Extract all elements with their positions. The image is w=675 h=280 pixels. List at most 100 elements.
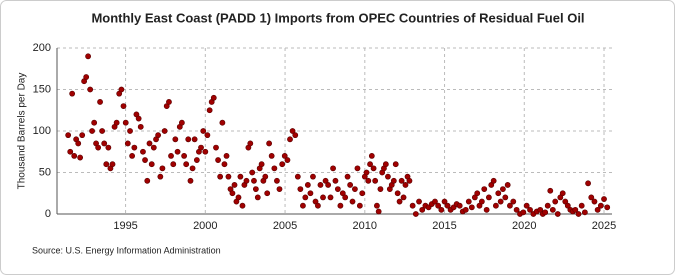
point bbox=[490, 177, 497, 184]
point bbox=[438, 206, 445, 213]
point bbox=[562, 198, 569, 205]
point bbox=[281, 152, 288, 159]
point bbox=[89, 128, 95, 134]
chart-title: Monthly East Coast (PADD 1) Imports from… bbox=[91, 10, 584, 25]
x-tick-label: 1995 bbox=[113, 220, 137, 232]
point bbox=[485, 194, 492, 201]
point bbox=[172, 136, 179, 143]
point bbox=[148, 161, 155, 168]
point bbox=[537, 206, 544, 213]
y-tick-label: 100 bbox=[33, 125, 51, 137]
point bbox=[402, 182, 409, 188]
point bbox=[215, 157, 221, 163]
point bbox=[382, 161, 389, 168]
point bbox=[363, 169, 370, 176]
point bbox=[279, 161, 286, 168]
point bbox=[304, 182, 311, 188]
point bbox=[481, 186, 488, 192]
point bbox=[520, 209, 527, 216]
point bbox=[191, 136, 198, 143]
point bbox=[219, 119, 226, 126]
point bbox=[254, 194, 261, 201]
point bbox=[327, 194, 334, 201]
point bbox=[347, 182, 354, 188]
point bbox=[137, 123, 144, 130]
point bbox=[75, 140, 82, 147]
point bbox=[604, 204, 611, 211]
point bbox=[444, 202, 451, 209]
point bbox=[144, 177, 151, 184]
point bbox=[99, 128, 106, 134]
point bbox=[412, 211, 419, 217]
point bbox=[210, 94, 217, 101]
point bbox=[294, 173, 301, 180]
point bbox=[406, 177, 413, 184]
point bbox=[367, 161, 373, 168]
point bbox=[398, 177, 405, 184]
point bbox=[297, 186, 304, 192]
point bbox=[122, 119, 129, 126]
point bbox=[549, 206, 556, 213]
x-tick-label: 2000 bbox=[193, 220, 217, 232]
point bbox=[239, 202, 246, 209]
point bbox=[513, 206, 520, 213]
point bbox=[262, 173, 269, 180]
point bbox=[315, 202, 321, 209]
point bbox=[200, 128, 207, 134]
point bbox=[91, 119, 98, 126]
point bbox=[325, 182, 332, 188]
point bbox=[392, 161, 399, 168]
point bbox=[161, 128, 168, 134]
point bbox=[572, 206, 579, 213]
point bbox=[124, 140, 131, 147]
point bbox=[187, 177, 194, 184]
point bbox=[284, 157, 291, 163]
y-tick-label: 50 bbox=[39, 166, 51, 178]
point bbox=[332, 177, 339, 184]
point bbox=[113, 119, 120, 126]
point bbox=[183, 161, 190, 168]
point bbox=[258, 161, 265, 168]
point bbox=[597, 202, 604, 209]
point bbox=[544, 202, 551, 209]
point bbox=[157, 173, 164, 180]
point bbox=[77, 154, 84, 161]
point bbox=[135, 115, 142, 122]
point bbox=[337, 202, 344, 209]
y-tick-label: 150 bbox=[33, 83, 51, 95]
x-tick-label: 2020 bbox=[512, 220, 536, 232]
point bbox=[142, 157, 148, 163]
point bbox=[322, 177, 329, 184]
point bbox=[564, 202, 571, 209]
point bbox=[372, 177, 379, 184]
point bbox=[523, 202, 530, 209]
point bbox=[344, 173, 351, 180]
point bbox=[527, 206, 533, 213]
point bbox=[390, 177, 397, 184]
point bbox=[155, 132, 162, 139]
point bbox=[166, 99, 172, 105]
source: Source: U.S. Energy Information Administ… bbox=[32, 245, 221, 255]
point bbox=[465, 198, 472, 205]
y-axis-label: Thousand Barrels per Day bbox=[17, 73, 28, 190]
point bbox=[368, 152, 375, 159]
point bbox=[127, 128, 133, 134]
point bbox=[289, 128, 296, 134]
point bbox=[223, 152, 230, 159]
point bbox=[103, 161, 110, 168]
point bbox=[416, 198, 422, 205]
point bbox=[189, 165, 196, 172]
point bbox=[97, 99, 103, 105]
point bbox=[432, 198, 438, 205]
point bbox=[217, 173, 224, 180]
point bbox=[497, 198, 504, 205]
point bbox=[243, 177, 250, 184]
point bbox=[394, 190, 401, 197]
point bbox=[375, 208, 382, 215]
point bbox=[213, 144, 219, 151]
point bbox=[478, 198, 485, 205]
point bbox=[276, 186, 283, 192]
point bbox=[221, 161, 228, 168]
point bbox=[356, 202, 363, 209]
